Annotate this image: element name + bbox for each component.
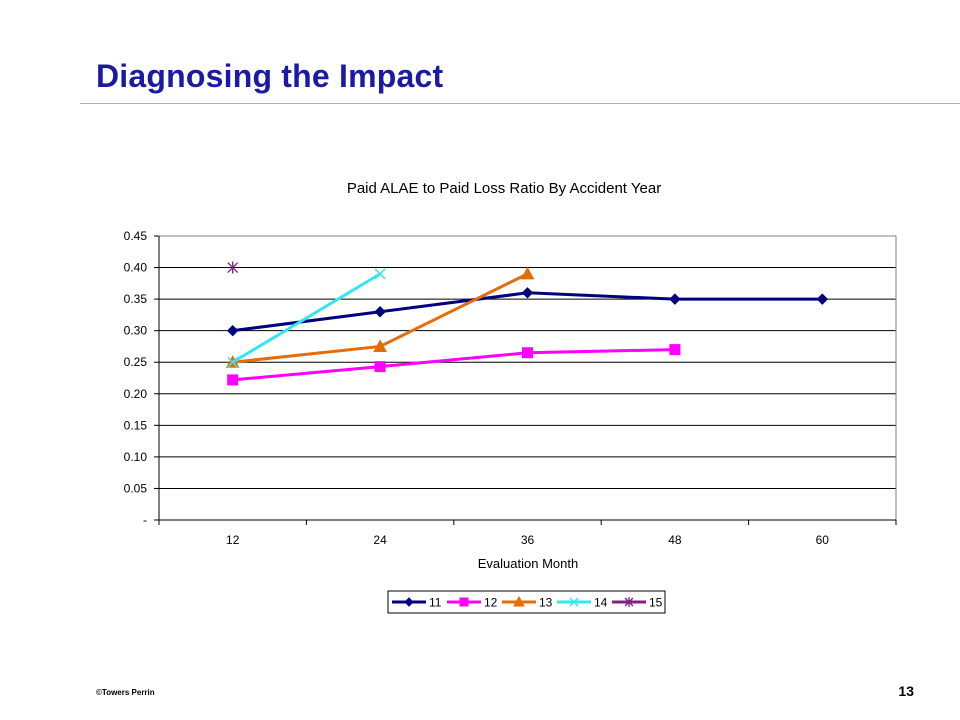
series-line-12 xyxy=(232,348,675,382)
title-divider xyxy=(80,103,960,104)
legend-label: 14 xyxy=(594,596,608,610)
legend-label: 12 xyxy=(484,596,498,610)
series-line-14 xyxy=(231,272,381,364)
chart-title: Paid ALAE to Paid Loss Ratio By Accident… xyxy=(347,180,661,197)
x-tick-label: 12 xyxy=(226,533,240,547)
data-point-15 xyxy=(227,261,239,274)
data-point-12 xyxy=(227,374,239,386)
y-tick-label: 0.20 xyxy=(124,387,148,401)
legend-label: 13 xyxy=(539,596,553,610)
y-tick-label: 0.45 xyxy=(124,229,148,243)
y-tick-label: 0.30 xyxy=(124,324,148,338)
legend-marker xyxy=(624,597,634,607)
legend-marker xyxy=(459,597,469,607)
legend-marker xyxy=(513,595,525,607)
legend-label: 11 xyxy=(429,596,442,610)
y-tick-label: 0.35 xyxy=(124,292,148,306)
data-point-12 xyxy=(374,361,386,373)
data-point-11 xyxy=(669,293,681,305)
page-number: 13 xyxy=(898,683,914,699)
data-point-11 xyxy=(226,324,239,337)
data-point-12 xyxy=(522,347,533,359)
y-tick-label: 0.05 xyxy=(124,481,148,495)
data-point-14 xyxy=(374,268,386,280)
slide-title: Diagnosing the Impact xyxy=(96,58,444,94)
y-tick-label: 0.10 xyxy=(124,450,148,464)
data-point-13 xyxy=(520,266,535,280)
x-tick-label: 60 xyxy=(816,533,830,547)
legend-marker xyxy=(569,597,579,607)
footer-copyright: ©Towers Perrin xyxy=(96,688,155,697)
y-tick-label: - xyxy=(143,513,147,527)
data-point-12 xyxy=(669,344,681,356)
legend-label: 15 xyxy=(649,596,663,610)
x-axis-title: Evaluation Month xyxy=(478,556,578,571)
x-tick-label: 36 xyxy=(521,533,535,547)
data-point-11 xyxy=(521,287,534,299)
x-tick-label: 24 xyxy=(373,533,387,547)
legend-marker xyxy=(404,597,414,607)
y-tick-label: 0.15 xyxy=(124,418,148,432)
y-tick-label: 0.40 xyxy=(124,261,148,275)
data-point-11 xyxy=(374,306,386,318)
y-tick-label: 0.25 xyxy=(124,355,148,369)
data-point-14 xyxy=(227,356,239,368)
data-point-13 xyxy=(373,339,387,352)
data-point-11 xyxy=(816,293,829,305)
x-tick-label: 48 xyxy=(668,533,682,547)
